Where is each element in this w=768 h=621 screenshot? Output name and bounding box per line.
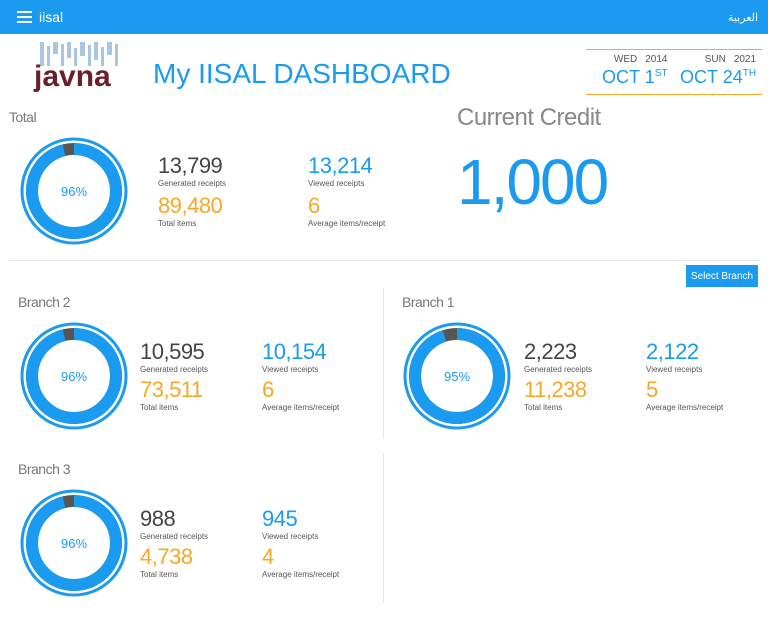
branch-3-generated-stat: 988 Generated receipts	[140, 506, 209, 542]
branch-3-percent: 96%	[60, 535, 88, 551]
page-title: My IISAL DASHBOARD	[153, 58, 451, 89]
branch-1-generated-label: Generated receipts	[524, 365, 593, 374]
branch-2-items-stat: 73,511 Total items	[140, 377, 203, 413]
date-to-suffix: TH	[742, 68, 757, 79]
donut-value-segment	[26, 328, 122, 424]
total-items-label: Total items	[158, 219, 197, 228]
logo-pattern-icon	[40, 42, 118, 66]
total-avg-label: Average items/receipt	[308, 219, 386, 228]
branch-1-viewed-value: 2,122	[646, 339, 699, 364]
branch-3-viewed-value: 945	[262, 506, 298, 531]
branch-3-avg-stat: 4 Average items/receipt	[262, 544, 340, 580]
total-viewed-value: 13,214	[308, 153, 373, 178]
branch-1-donut-chart: 95%	[403, 322, 511, 430]
branch-3-viewed-label: Viewed receipts	[262, 532, 319, 541]
branch-2-viewed-value: 10,154	[262, 339, 327, 364]
branch-1-avg-label: Average items/receipt	[646, 403, 724, 412]
donut-value-segment	[409, 328, 505, 424]
branch-1-items-stat: 11,238 Total items	[524, 377, 587, 413]
total-viewed-stat: 13,214 Viewed receipts	[308, 153, 373, 189]
current-credit-value: 1,000	[457, 146, 609, 218]
branch-3-avg-label: Average items/receipt	[262, 570, 340, 579]
branch-2-generated-label: Generated receipts	[140, 365, 209, 374]
date-to-month: OCT	[680, 67, 718, 87]
date-from-year: 2014	[645, 54, 668, 65]
branch-1-items-value: 11,238	[524, 377, 587, 402]
branch-2-avg-stat: 6 Average items/receipt	[262, 377, 340, 413]
branch-1-viewed-label: Viewed receipts	[646, 365, 703, 374]
branch-2-avg-value: 6	[262, 377, 274, 402]
date-to-day: 24	[722, 67, 743, 87]
javna-logo: javna	[34, 40, 126, 92]
branch-2-viewed-stat: 10,154 Viewed receipts	[262, 339, 327, 375]
branch-2-donut-chart: 96%	[20, 322, 128, 430]
donut-ring	[20, 322, 128, 430]
section-divider	[9, 260, 759, 261]
total-generated-label: Generated receipts	[158, 179, 227, 188]
date-to-weekday: SUN	[704, 54, 726, 65]
branch-2-generated-stat: 10,595 Generated receipts	[140, 339, 209, 375]
branch-2-items-label: Total items	[140, 403, 179, 412]
date-from-month: OCT	[602, 67, 640, 87]
total-avg-value: 6	[308, 193, 320, 218]
total-section-title: Total	[9, 109, 37, 125]
total-generated-stat: 13,799 Generated receipts	[158, 153, 227, 189]
branch-1-items-label: Total items	[524, 403, 563, 412]
hamburger-menu-icon[interactable]	[17, 11, 32, 23]
donut-ring	[20, 137, 128, 245]
branch-3-avg-value: 4	[262, 544, 274, 569]
date-from-day: 1	[644, 67, 655, 87]
branch-divider	[383, 288, 384, 438]
donut-ring	[20, 489, 128, 597]
date-range-picker[interactable]: WED 2014 OCT 1ST SUN 2021 OCT 24TH	[586, 49, 762, 95]
date-from-suffix: ST	[654, 68, 668, 79]
donut-ring	[403, 322, 511, 430]
branch-3-title: Branch 3	[18, 461, 71, 477]
branch-2-avg-label: Average items/receipt	[262, 403, 340, 412]
donut-outer-ring	[403, 322, 511, 430]
select-branch-button[interactable]: Select Branch	[686, 265, 758, 287]
top-bar: iisal العربية	[0, 0, 768, 34]
current-credit-title: Current Credit	[457, 104, 601, 131]
branch-1-title: Branch 1	[402, 294, 455, 310]
date-to-year: 2021	[733, 54, 757, 65]
date-from[interactable]: WED 2014 OCT 1ST	[602, 54, 667, 88]
branch-3-generated-value: 988	[140, 506, 176, 531]
total-items-value: 89,480	[158, 193, 223, 218]
branch-1-generated-stat: 2,223 Generated receipts	[524, 339, 593, 375]
branch-1-viewed-stat: 2,122 Viewed receipts	[646, 339, 703, 375]
branch-1-generated-value: 2,223	[524, 339, 577, 364]
branch-3-generated-label: Generated receipts	[140, 532, 209, 541]
total-generated-value: 13,799	[158, 153, 223, 178]
date-from-weekday: WED	[613, 54, 638, 65]
total-avg-stat: 6 Average items/receipt	[308, 193, 386, 229]
branch-3-donut-chart: 96%	[20, 489, 128, 597]
branch-divider-lower	[383, 453, 384, 603]
donut-outer-ring	[20, 137, 128, 245]
branch-2-title: Branch 2	[18, 294, 71, 310]
language-switch-link[interactable]: العربية	[727, 12, 758, 24]
branch-2-generated-value: 10,595	[140, 339, 205, 364]
donut-value-segment	[26, 143, 122, 239]
branch-3-viewed-stat: 945 Viewed receipts	[262, 506, 319, 542]
app-title: iisal	[39, 9, 64, 25]
total-items-stat: 89,480 Total items	[158, 193, 223, 229]
donut-outer-ring	[20, 322, 128, 430]
date-to[interactable]: SUN 2021 OCT 24TH	[680, 54, 756, 88]
branch-1-avg-stat: 5 Average items/receipt	[646, 377, 724, 413]
total-percent: 96%	[60, 183, 88, 199]
total-viewed-label: Viewed receipts	[308, 179, 365, 188]
donut-outer-ring	[20, 489, 128, 597]
branch-3-items-label: Total items	[140, 570, 179, 579]
branch-3-items-stat: 4,738 Total items	[140, 544, 193, 580]
branch-1-avg-value: 5	[646, 377, 658, 402]
branch-2-viewed-label: Viewed receipts	[262, 365, 319, 374]
branch-2-items-value: 73,511	[140, 377, 203, 402]
branch-3-items-value: 4,738	[140, 544, 193, 569]
donut-value-segment	[26, 495, 122, 591]
branch-2-percent: 96%	[60, 368, 88, 384]
logo-wordmark: javna	[34, 60, 111, 93]
branch-1-percent: 95%	[443, 368, 471, 384]
total-donut-chart: 96%	[20, 137, 128, 245]
